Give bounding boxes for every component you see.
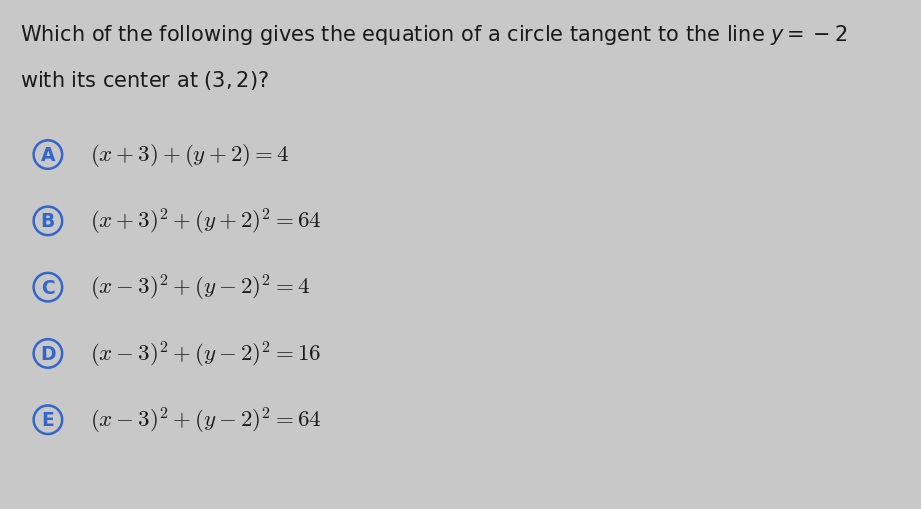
- Text: $(x-3)^2+(y-2)^2=4$: $(x-3)^2+(y-2)^2=4$: [90, 272, 310, 303]
- Text: A: A: [41, 146, 55, 165]
- Text: $(x-3)^2+(y-2)^2=16$: $(x-3)^2+(y-2)^2=16$: [90, 338, 321, 369]
- Text: D: D: [41, 344, 55, 363]
- Text: $(x-3)^2+(y-2)^2=64$: $(x-3)^2+(y-2)^2=64$: [90, 405, 321, 435]
- Text: with its center at $(3, 2)$?: with its center at $(3, 2)$?: [20, 69, 269, 92]
- Text: E: E: [41, 410, 54, 430]
- Text: Which of the following gives the equation of a circle tangent to the line $y=-2$: Which of the following gives the equatio…: [20, 23, 847, 47]
- Text: B: B: [41, 212, 55, 231]
- Text: $(x+3)^2+(y+2)^2=64$: $(x+3)^2+(y+2)^2=64$: [90, 206, 321, 237]
- Text: C: C: [41, 278, 54, 297]
- Text: $(x+3)+(y+2)=4$: $(x+3)+(y+2)=4$: [90, 142, 289, 168]
